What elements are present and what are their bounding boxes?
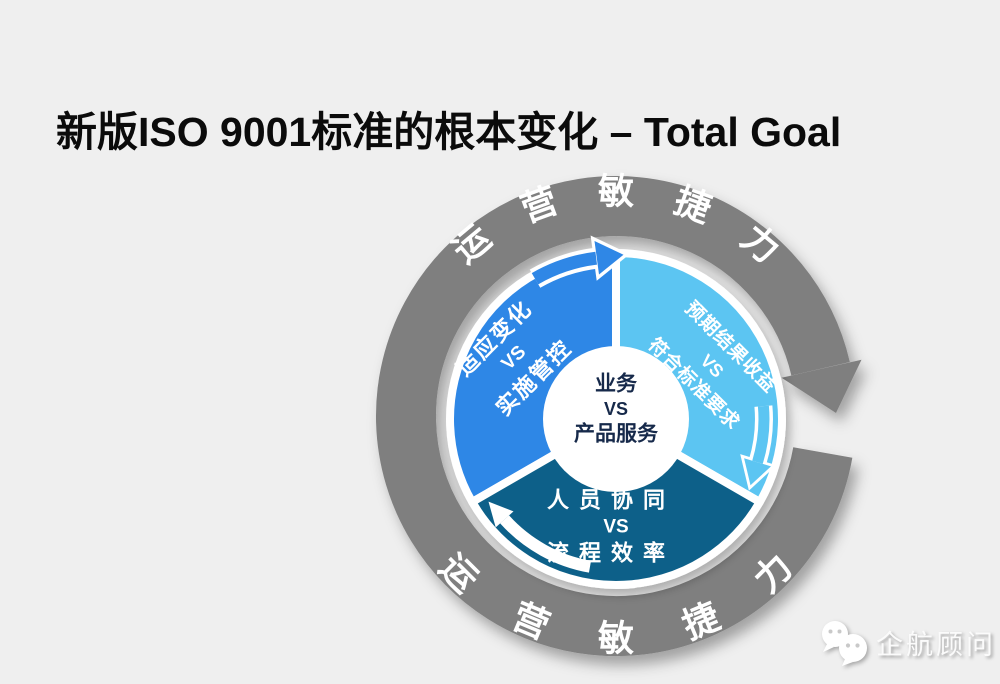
rotation-arrow-left-icon: [488, 501, 592, 573]
ring-top-char: 敏: [598, 171, 634, 212]
label-center: 业务 VS 产品服务: [574, 372, 659, 446]
ring-bottom-char: 敏: [598, 618, 634, 659]
ring-arc: [375, 176, 853, 656]
center-circle: [543, 346, 689, 492]
ring-arrowhead-icon: [781, 359, 862, 413]
sector-people: [468, 415, 764, 589]
outer-ring-arrow: [375, 176, 862, 656]
wechat-icon: [822, 621, 867, 666]
label-people-line2: VS: [603, 517, 628, 538]
pie: [446, 249, 786, 589]
label-center-line2: VS: [604, 399, 628, 419]
watermark: 企航顾问: [818, 612, 998, 672]
label-center-line1: 业务: [595, 372, 638, 396]
rotation-arrow-top-icon: [529, 235, 630, 288]
page-title: 新版ISO 9001标准的根本变化 – Total Goal: [56, 109, 842, 155]
label-people-line3: 流程效率: [547, 541, 675, 566]
label-people: 人员协同 VS 流程效率: [547, 488, 675, 566]
label-people-line1: 人员协同: [547, 488, 675, 513]
rotation-arrow-right-icon: [740, 405, 777, 491]
label-center-line3: 产品服务: [574, 422, 659, 446]
watermark-brand: 企航顾问: [876, 629, 996, 660]
